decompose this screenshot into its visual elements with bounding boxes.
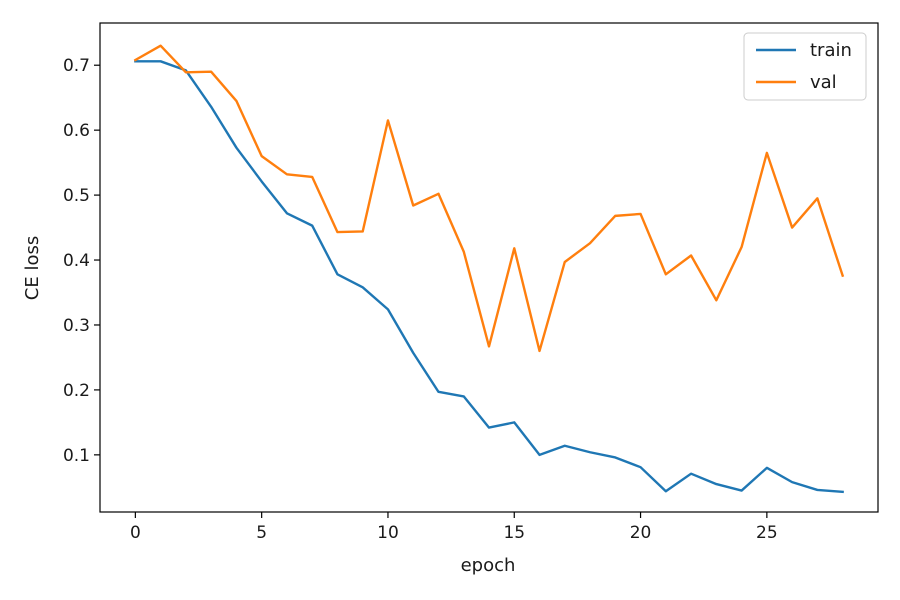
x-tick-label: 5 [256,523,267,543]
series-line-val [133,44,845,353]
y-tick-label: 0.5 [63,186,90,206]
x-tick-label: 25 [756,523,778,543]
x-axis-label: epoch [461,555,516,576]
x-tick-label: 15 [503,523,525,543]
x-tick-label: 10 [377,523,399,543]
legend: train val [743,32,867,101]
legend-label-val: val [810,72,837,93]
y-tick-label: 0.3 [63,316,90,336]
x-tick-label: 0 [130,523,141,543]
x-tick-label: 20 [630,523,652,543]
y-axis-label: CE loss [22,236,43,300]
y-tick-label: 0.1 [63,446,90,466]
legend-label-train: train [810,40,852,61]
series-line-train [134,60,844,494]
y-tick-label: 0.2 [63,381,90,401]
y-tick-label: 0.7 [63,56,90,76]
plot-area: 0 5 10 15 20 25 0.1 0.2 0.3 0.4 0.5 0.6 0.7 [63,22,879,543]
plot-frame [99,22,879,513]
y-tick-label: 0.6 [63,121,90,141]
y-tick-label: 0.4 [63,251,90,271]
